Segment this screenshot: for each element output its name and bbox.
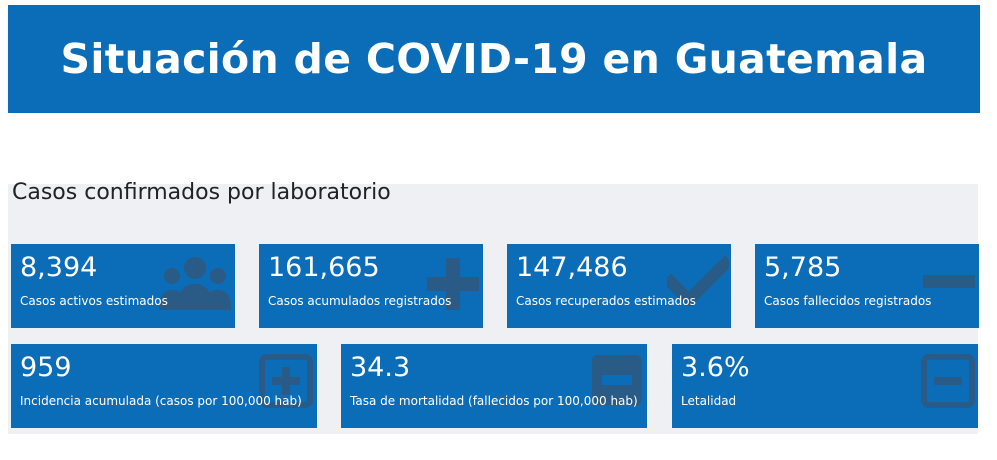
card-value: 147,486 (516, 252, 628, 283)
card-label: Casos acumulados registrados (268, 294, 452, 308)
card-value: 8,394 (20, 252, 98, 283)
page-title: Situación de COVID-19 en Guatemala (60, 35, 928, 83)
card-label: Letalidad (681, 394, 737, 408)
minus-icon (923, 275, 975, 288)
card-cumulative-incidence: 959 Incidencia acumulada (casos por 100,… (11, 344, 317, 428)
plus-square-icon (259, 354, 313, 408)
card-lethality: 3.6% Letalidad (672, 344, 978, 428)
header-banner: Situación de COVID-19 en Guatemala (8, 5, 980, 113)
card-label: Incidencia acumulada (casos por 100,000 … (20, 394, 302, 408)
card-label: Casos activos estimados (20, 294, 168, 308)
check-icon (667, 256, 729, 306)
card-value: 161,665 (268, 252, 380, 283)
card-accumulated-cases: 161,665 Casos acumulados registrados (259, 244, 483, 328)
card-deceased-cases: 5,785 Casos fallecidos registrados (755, 244, 979, 328)
card-active-cases: 8,394 Casos activos estimados (11, 244, 235, 328)
people-icon (159, 257, 231, 310)
card-label: Casos fallecidos registrados (764, 294, 932, 308)
card-recovered-cases: 147,486 Casos recuperados estimados (507, 244, 731, 328)
card-value: 959 (20, 352, 72, 383)
card-mortality-rate: 34.3 Tasa de mortalidad (fallecidos por … (341, 344, 647, 428)
plus-icon (427, 258, 479, 310)
section-title: Casos confirmados por laboratorio (12, 180, 391, 205)
card-label: Casos recuperados estimados (516, 294, 696, 308)
card-value: 3.6% (681, 352, 750, 383)
minus-square-filled-icon (592, 355, 642, 405)
minus-square-icon (921, 354, 975, 408)
card-label: Tasa de mortalidad (fallecidos por 100,0… (350, 394, 638, 408)
card-value: 5,785 (764, 252, 842, 283)
card-value: 34.3 (350, 352, 411, 383)
